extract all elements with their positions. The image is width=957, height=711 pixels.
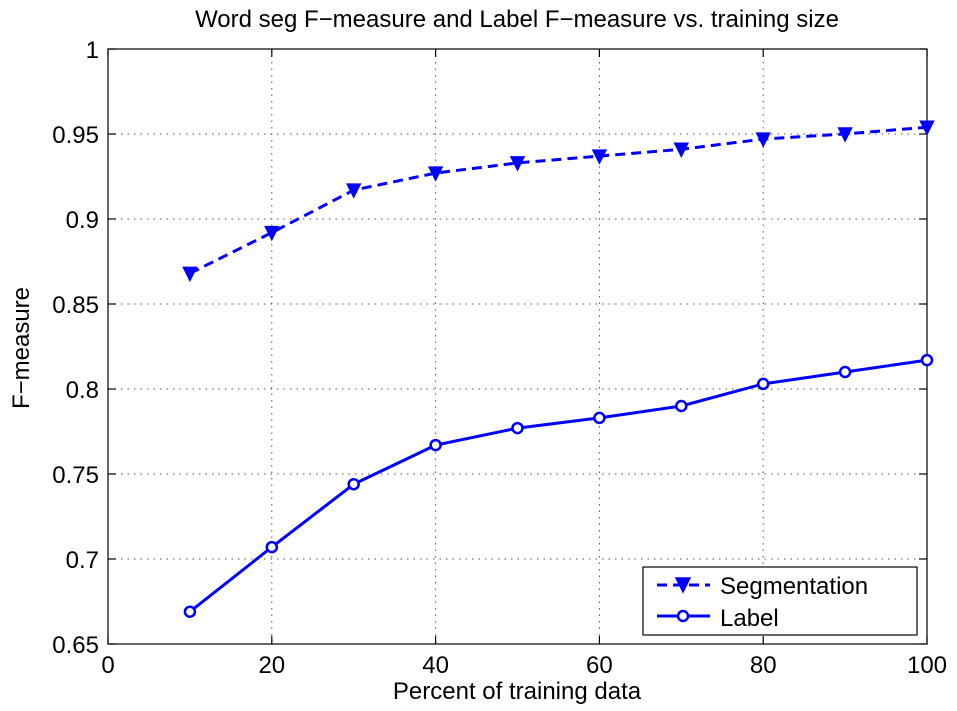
data-point-segmentation — [919, 120, 935, 136]
y-tick-label: 0.95 — [52, 122, 99, 149]
legend-entry-segmentation: Segmentation — [657, 573, 868, 600]
data-point-segmentation — [427, 166, 444, 182]
chart-title: Word seg F−measure and Label F−measure v… — [195, 6, 839, 33]
y-tick-label: 0.9 — [66, 207, 99, 234]
legend: Segmentation Label — [642, 566, 918, 636]
x-axis-label: Percent of training data — [393, 678, 642, 705]
y-tick-label: 0.65 — [52, 632, 99, 659]
series-segmentation — [182, 120, 935, 283]
data-point-segmentation — [673, 142, 690, 158]
data-point-segmentation — [837, 127, 853, 143]
plot-area — [107, 48, 928, 645]
y-tick-label: 1 — [86, 37, 99, 64]
data-point-label — [920, 353, 934, 367]
y-tick-label: 0.85 — [52, 292, 99, 319]
data-point-label — [593, 411, 606, 425]
data-point-label — [511, 421, 524, 435]
legend-label-segmentation: Segmentation — [720, 573, 868, 600]
data-point-segmentation — [591, 149, 608, 165]
data-point-label — [183, 605, 197, 618]
data-point-label — [756, 377, 770, 391]
triangle-down-marker-icon — [674, 577, 692, 594]
grid — [108, 49, 927, 644]
data-point-segmentation — [264, 225, 280, 242]
y-axis-label: F−measure — [8, 287, 35, 409]
data-point-segmentation — [755, 132, 771, 148]
axis-ticks: 0 20 40 60 80 100 0.65 0.7 0.75 0.8 0.85 0.9 0.95 1 — [52, 37, 947, 679]
legend-label-label: Label — [720, 605, 779, 632]
x-tick-label: 40 — [422, 652, 449, 679]
data-point-segmentation — [345, 183, 362, 199]
y-tick-label: 0.8 — [66, 377, 99, 404]
series — [182, 120, 935, 618]
x-tick-label: 20 — [258, 652, 285, 679]
data-point-label — [347, 477, 360, 491]
circle-marker-icon — [676, 609, 690, 623]
data-point-label — [429, 438, 442, 452]
data-point-segmentation — [509, 156, 526, 172]
y-tick-label: 0.75 — [52, 462, 99, 489]
x-tick-label: 80 — [750, 652, 777, 679]
data-point-label — [265, 540, 279, 554]
legend-entry-label: Label — [657, 605, 779, 632]
data-point-label — [838, 365, 852, 379]
series-line-label — [188, 358, 928, 613]
series-label — [183, 353, 934, 618]
x-tick-label: 100 — [907, 652, 947, 679]
series-line-segmentation — [189, 125, 928, 275]
data-point-segmentation — [182, 266, 198, 283]
x-tick-label: 60 — [586, 652, 613, 679]
x-tick-label: 0 — [101, 652, 114, 679]
y-tick-label: 0.7 — [66, 547, 99, 574]
data-point-label — [675, 399, 688, 413]
